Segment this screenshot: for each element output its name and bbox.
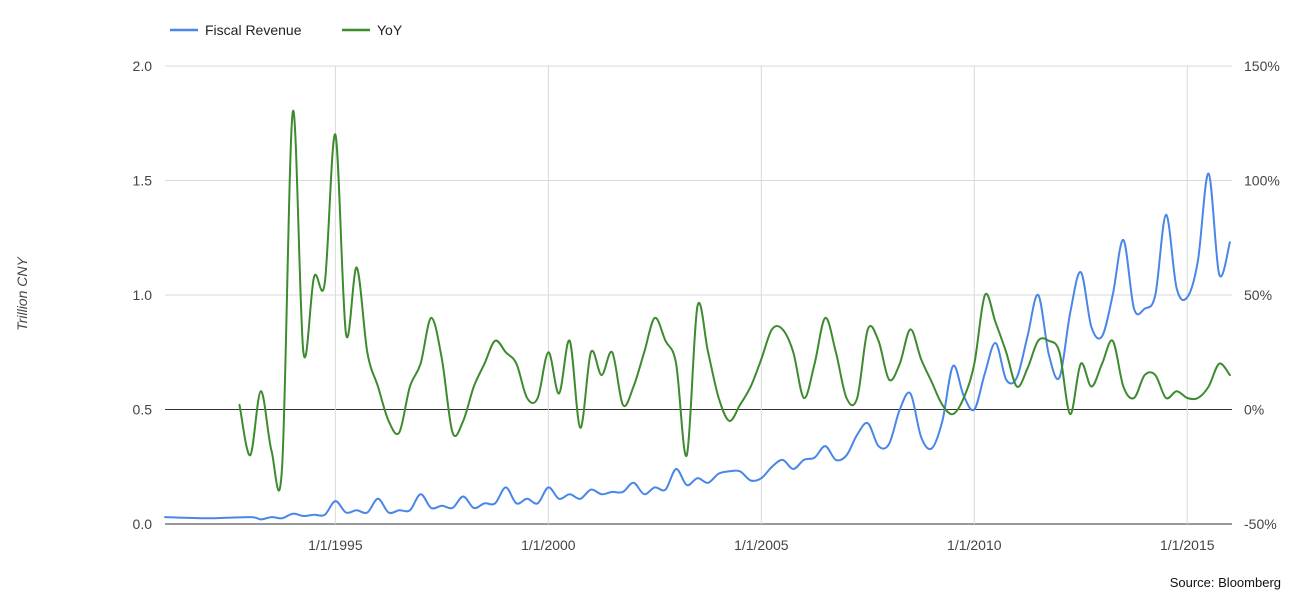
x-tick-label: 1/1/2005 bbox=[734, 537, 789, 553]
y-axis-title: Trillion CNY bbox=[14, 256, 30, 331]
series-line-yoy bbox=[238, 109, 1231, 492]
y-right-tick-label: 150% bbox=[1244, 58, 1280, 74]
legend: Fiscal Revenue YoY bbox=[170, 22, 403, 38]
grid-lines bbox=[165, 65, 1232, 525]
x-tick-label: 1/1/2015 bbox=[1160, 537, 1215, 553]
y-left-tick-label: 1.5 bbox=[133, 173, 153, 189]
x-tick-label: 1/1/1995 bbox=[308, 537, 363, 553]
series-lines bbox=[164, 109, 1231, 521]
source-note: Source: Bloomberg bbox=[1170, 575, 1281, 590]
y-right-tick-label: 0% bbox=[1244, 402, 1264, 418]
series-line-fiscal-revenue bbox=[164, 172, 1231, 521]
tick-labels: 0.0 -50% 0.5 0% 1.0 50% 1.5 100% 2.0 150% 1/1/1995… bbox=[133, 58, 1280, 553]
y-left-tick-label: 0.0 bbox=[133, 516, 153, 532]
y-right-tick-label: 100% bbox=[1244, 173, 1280, 189]
y-left-tick-label: 2.0 bbox=[133, 58, 153, 74]
y-left-tick-label: 1.0 bbox=[133, 287, 153, 303]
legend-label-yoy: YoY bbox=[377, 22, 403, 38]
y-right-tick-label: 50% bbox=[1244, 287, 1272, 303]
legend-label-fiscal-revenue: Fiscal Revenue bbox=[205, 22, 302, 38]
x-tick-label: 1/1/2000 bbox=[521, 537, 576, 553]
x-tick-label: 1/1/2010 bbox=[947, 537, 1002, 553]
y-right-tick-label: -50% bbox=[1244, 516, 1277, 532]
legend-item-yoy[interactable]: YoY bbox=[342, 22, 403, 38]
y-left-tick-label: 0.5 bbox=[133, 402, 153, 418]
legend-item-fiscal-revenue[interactable]: Fiscal Revenue bbox=[170, 22, 302, 38]
